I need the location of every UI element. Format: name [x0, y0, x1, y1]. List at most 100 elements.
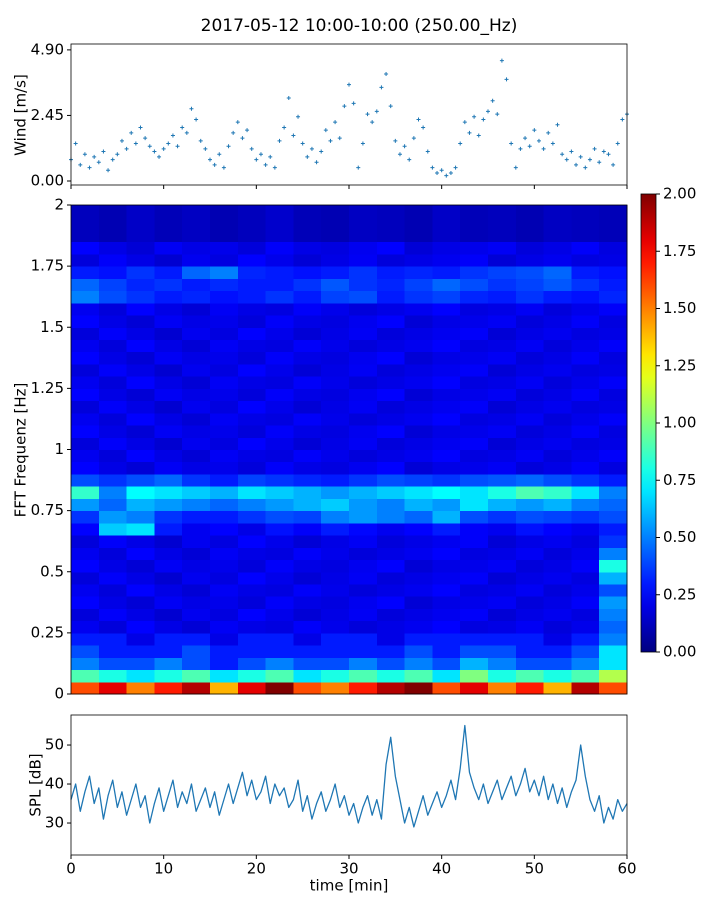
- heatmap-cell: [571, 559, 600, 573]
- heatmap-cell: [154, 302, 183, 316]
- heatmap-cell: [543, 437, 572, 450]
- heatmap-cell: [98, 205, 128, 218]
- heatmap-cell: [460, 437, 489, 450]
- heatmap-cell: [126, 473, 155, 487]
- heatmap-cell: [460, 339, 489, 353]
- heatmap-cell: [515, 376, 545, 389]
- heatmap-cell: [98, 339, 128, 353]
- heatmap-cell: [599, 302, 628, 316]
- point: [513, 165, 518, 170]
- heatmap-cell: [349, 217, 378, 230]
- heatmap-cell: [349, 510, 378, 524]
- heatmap-cell: [349, 278, 378, 292]
- heatmap-cell: [210, 473, 239, 487]
- point: [152, 149, 157, 154]
- heatmap-cell: [349, 486, 378, 499]
- heatmap-cell: [154, 290, 183, 304]
- heatmap-cell: [182, 547, 211, 561]
- heatmap-cell: [154, 425, 183, 438]
- heatmap-cell: [599, 351, 628, 365]
- heatmap-cell: [571, 327, 600, 340]
- heatmap-cell: [126, 449, 155, 463]
- point: [282, 125, 287, 130]
- heatmap-cell: [293, 510, 322, 524]
- point: [235, 120, 240, 125]
- heatmap-cell: [488, 278, 517, 292]
- point: [314, 160, 319, 165]
- heatmap-cell: [321, 278, 350, 292]
- heatmap-cell: [265, 620, 294, 634]
- heatmap-cell: [71, 645, 100, 658]
- heatmap-cell: [182, 327, 211, 340]
- heatmap-cell: [237, 315, 267, 328]
- heatmap-cell: [265, 290, 294, 304]
- heatmap-cell: [376, 253, 406, 267]
- heatmap-cell: [571, 547, 600, 561]
- heatmap-cell: [488, 461, 517, 475]
- heatmap-cell: [321, 437, 350, 450]
- heatmap-cell: [349, 437, 378, 450]
- point: [231, 130, 236, 135]
- heatmap-cell: [515, 596, 545, 609]
- heatmap-cell: [404, 559, 433, 573]
- heatmap-cell: [293, 473, 322, 487]
- heatmap-cell: [210, 559, 239, 573]
- heatmap-cell: [293, 351, 322, 365]
- heatmap-cell: [571, 645, 600, 658]
- heatmap-cell: [182, 473, 211, 487]
- heatmap-cell: [376, 620, 406, 634]
- heatmap-cell: [237, 669, 267, 683]
- heatmap-cell: [98, 608, 128, 622]
- heatmap-cell: [126, 498, 155, 512]
- heatmap-cell: [154, 510, 183, 524]
- point: [509, 141, 514, 146]
- heatmap-cell: [237, 253, 267, 267]
- heatmap-cell: [321, 229, 350, 243]
- heatmap-cell: [98, 266, 128, 279]
- heatmap-cell: [571, 449, 600, 463]
- heatmap-cell: [154, 645, 183, 658]
- heatmap-cell: [71, 486, 100, 499]
- heatmap-cell: [71, 583, 100, 597]
- heatmap-cell: [432, 535, 461, 548]
- heatmap-cell: [321, 351, 350, 365]
- heatmap-cell: [182, 535, 211, 548]
- heatmap-cell: [376, 645, 406, 658]
- point: [467, 130, 472, 135]
- heatmap-cell: [98, 620, 128, 634]
- heatmap-cell: [182, 253, 211, 267]
- heatmap-cell: [71, 339, 100, 353]
- heatmap-cell: [182, 657, 211, 671]
- heatmap-cell: [71, 351, 100, 365]
- heatmap-cell: [321, 681, 350, 695]
- x-tick-label: 60: [617, 860, 636, 878]
- heatmap-cell: [515, 535, 545, 548]
- heatmap-cell: [237, 498, 267, 512]
- point: [110, 157, 115, 162]
- heatmap-cell: [126, 645, 155, 658]
- heatmap-cell: [404, 266, 433, 279]
- point: [462, 120, 467, 125]
- heatmap-cell: [404, 388, 433, 402]
- heatmap-cell: [488, 486, 517, 499]
- heatmap-cell: [460, 559, 489, 573]
- heatmap-cell: [210, 596, 239, 609]
- heatmap-cell: [126, 437, 155, 450]
- heatmap-cell: [515, 241, 545, 255]
- heatmap-cell: [126, 681, 155, 695]
- heatmap-cell: [599, 473, 628, 487]
- heatmap-cell: [182, 522, 211, 536]
- heatmap-cell: [210, 412, 239, 426]
- point: [560, 152, 565, 157]
- heatmap-cell: [376, 461, 406, 475]
- heatmap-cell: [321, 400, 350, 414]
- heatmap-cell: [404, 376, 433, 389]
- heatmap-cell: [376, 400, 406, 414]
- heatmap-cell: [293, 535, 322, 548]
- heatmap-cell: [71, 327, 100, 340]
- heatmap-cell: [571, 522, 600, 536]
- heatmap-cell: [376, 315, 406, 328]
- heatmap-cell: [126, 559, 155, 573]
- colorbar: [640, 193, 657, 653]
- heatmap-cell: [182, 205, 211, 218]
